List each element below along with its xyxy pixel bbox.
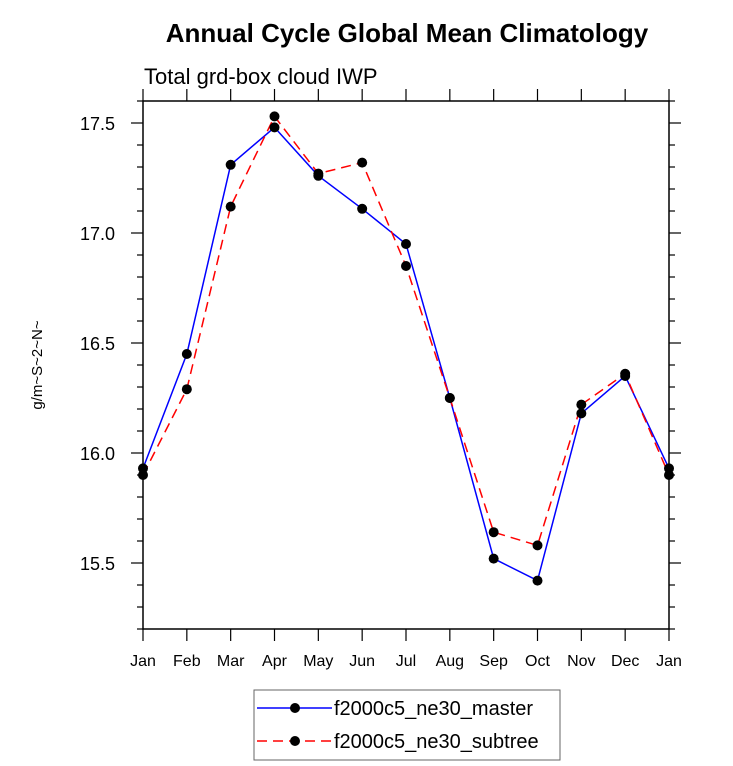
y-tick-label: 17.5 — [80, 114, 115, 134]
y-tick-label: 17.0 — [80, 224, 115, 244]
plot-frame — [142, 100, 670, 630]
series-layer — [138, 111, 674, 586]
x-tick-label: Nov — [567, 653, 595, 670]
data-point-f2000c5_ne30_subtree — [444, 393, 455, 403]
data-point-f2000c5_ne30_subtree — [620, 368, 631, 379]
data-point-f2000c5_ne30_master — [181, 349, 192, 359]
x-tick-label: Mar — [217, 653, 245, 670]
legend-label-master: f2000c5_ne30_master — [334, 698, 533, 720]
legend-marker-subtree — [290, 736, 300, 746]
data-point-f2000c5_ne30_subtree — [401, 261, 411, 271]
data-point-f2000c5_ne30_subtree — [532, 540, 543, 551]
data-point-f2000c5_ne30_subtree — [138, 470, 148, 480]
x-tick-label: Apr — [262, 653, 288, 670]
x-axis-ticks: Jan Feb Mar Apr May Jun Jul Aug Sep Oct Nov Dec Jan — [130, 89, 682, 670]
y-axis-label: g/m~S~2~N~ — [29, 320, 46, 409]
data-point-f2000c5_ne30_master — [401, 239, 411, 249]
y-tick-label: 16.0 — [80, 444, 115, 464]
y-axis-ticks: 15.5 16.0 16.5 17.0 17.5 — [80, 100, 681, 630]
chart-subtitle: Total grd-box cloud IWP — [144, 64, 378, 89]
data-point-f2000c5_ne30_subtree — [269, 111, 280, 122]
data-point-f2000c5_ne30_subtree — [664, 470, 674, 480]
x-tick-label: Sep — [479, 653, 508, 670]
data-point-f2000c5_ne30_subtree — [488, 527, 499, 538]
legend-label-subtree: f2000c5_ne30_subtree — [334, 731, 539, 753]
legend-marker-master — [290, 703, 300, 713]
x-tick-label: Dec — [611, 653, 639, 670]
x-tick-label: Aug — [436, 653, 464, 670]
data-point-f2000c5_ne30_subtree — [576, 399, 587, 410]
y-tick-label: 15.5 — [80, 554, 115, 574]
data-point-f2000c5_ne30_master — [488, 553, 499, 564]
data-point-f2000c5_ne30_master — [532, 575, 543, 586]
data-point-f2000c5_ne30_master — [357, 203, 368, 214]
x-tick-label: Feb — [173, 653, 201, 670]
data-point-f2000c5_ne30_master — [269, 122, 280, 133]
data-point-f2000c5_ne30_master — [576, 408, 587, 419]
x-tick-label: Jan — [656, 653, 682, 670]
x-tick-label: May — [303, 653, 333, 670]
data-point-f2000c5_ne30_subtree — [357, 157, 368, 168]
x-tick-label: Jun — [349, 653, 375, 670]
series-line-f2000c5_ne30_master — [142, 126, 670, 582]
data-point-f2000c5_ne30_subtree — [225, 201, 236, 212]
x-tick-label: Jul — [396, 653, 416, 670]
legend-box — [253, 689, 561, 761]
x-tick-label: Oct — [525, 653, 550, 670]
data-point-f2000c5_ne30_subtree — [313, 168, 324, 179]
data-point-f2000c5_ne30_master — [225, 159, 236, 170]
chart-title: Annual Cycle Global Mean Climatology — [166, 18, 649, 48]
legend: f2000c5_ne30_master f2000c5_ne30_subtree — [253, 689, 561, 761]
x-tick-label: Jan — [130, 653, 156, 670]
data-point-f2000c5_ne30_subtree — [181, 384, 192, 395]
series-line-f2000c5_ne30_subtree — [142, 114, 670, 547]
y-tick-label: 16.5 — [80, 334, 115, 354]
